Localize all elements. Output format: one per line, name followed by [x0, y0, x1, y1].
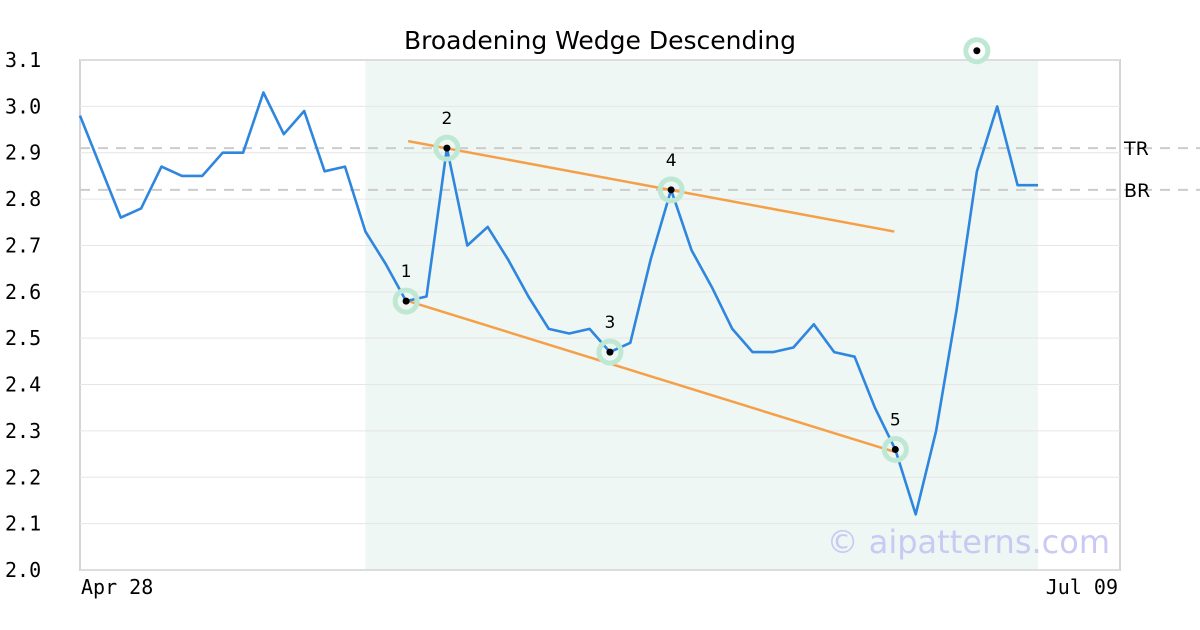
pivot-marker-ring — [657, 176, 685, 204]
pivot-label: 5 — [890, 410, 901, 430]
y-tick-label: 2.7 — [5, 233, 41, 257]
pivot-marker-dot — [443, 144, 451, 152]
y-tick-label: 2.5 — [5, 326, 41, 350]
pivot-label: 3 — [605, 313, 616, 333]
y-tick-label: 2.0 — [5, 558, 41, 582]
pivot-marker-dot — [891, 445, 899, 453]
pivot-label: 4 — [666, 151, 677, 171]
pivot-marker-dot — [606, 348, 614, 356]
level-label: BR — [1124, 180, 1150, 202]
x-tick-label: Jul 09 — [1046, 575, 1118, 599]
pivot-marker-dot — [402, 297, 410, 305]
y-tick-label: 2.8 — [5, 187, 41, 211]
pivot-marker-ring — [433, 134, 461, 162]
pivot-marker-ring — [881, 435, 909, 463]
y-tick-label: 2.4 — [5, 373, 41, 397]
pivot-label: 1 — [401, 262, 412, 282]
chart-title: Broadening Wedge Descending — [404, 26, 796, 55]
price-line — [78, 91, 1038, 516]
pivot-label: 2 — [441, 109, 452, 129]
watermark: © aipatterns.com — [827, 523, 1110, 561]
y-tick-label: 3.0 — [5, 94, 41, 118]
y-tick-label: 2.3 — [5, 419, 41, 443]
y-tick-label: 3.1 — [5, 48, 41, 72]
pattern-region — [365, 61, 1038, 569]
pivot-marker-dot — [667, 186, 675, 194]
level-label: TR — [1123, 138, 1149, 160]
trendline — [407, 139, 895, 233]
y-tick-label: 2.6 — [5, 280, 41, 304]
breakout-marker-dot — [973, 47, 981, 55]
pivot-marker-ring — [596, 338, 624, 366]
x-tick-label: Apr 28 — [81, 575, 153, 599]
trendline — [407, 299, 895, 453]
pivot-marker-ring — [392, 287, 420, 315]
y-tick-label: 2.2 — [5, 465, 41, 489]
y-tick-label: 2.1 — [5, 512, 41, 536]
y-tick-label: 2.9 — [5, 141, 41, 165]
